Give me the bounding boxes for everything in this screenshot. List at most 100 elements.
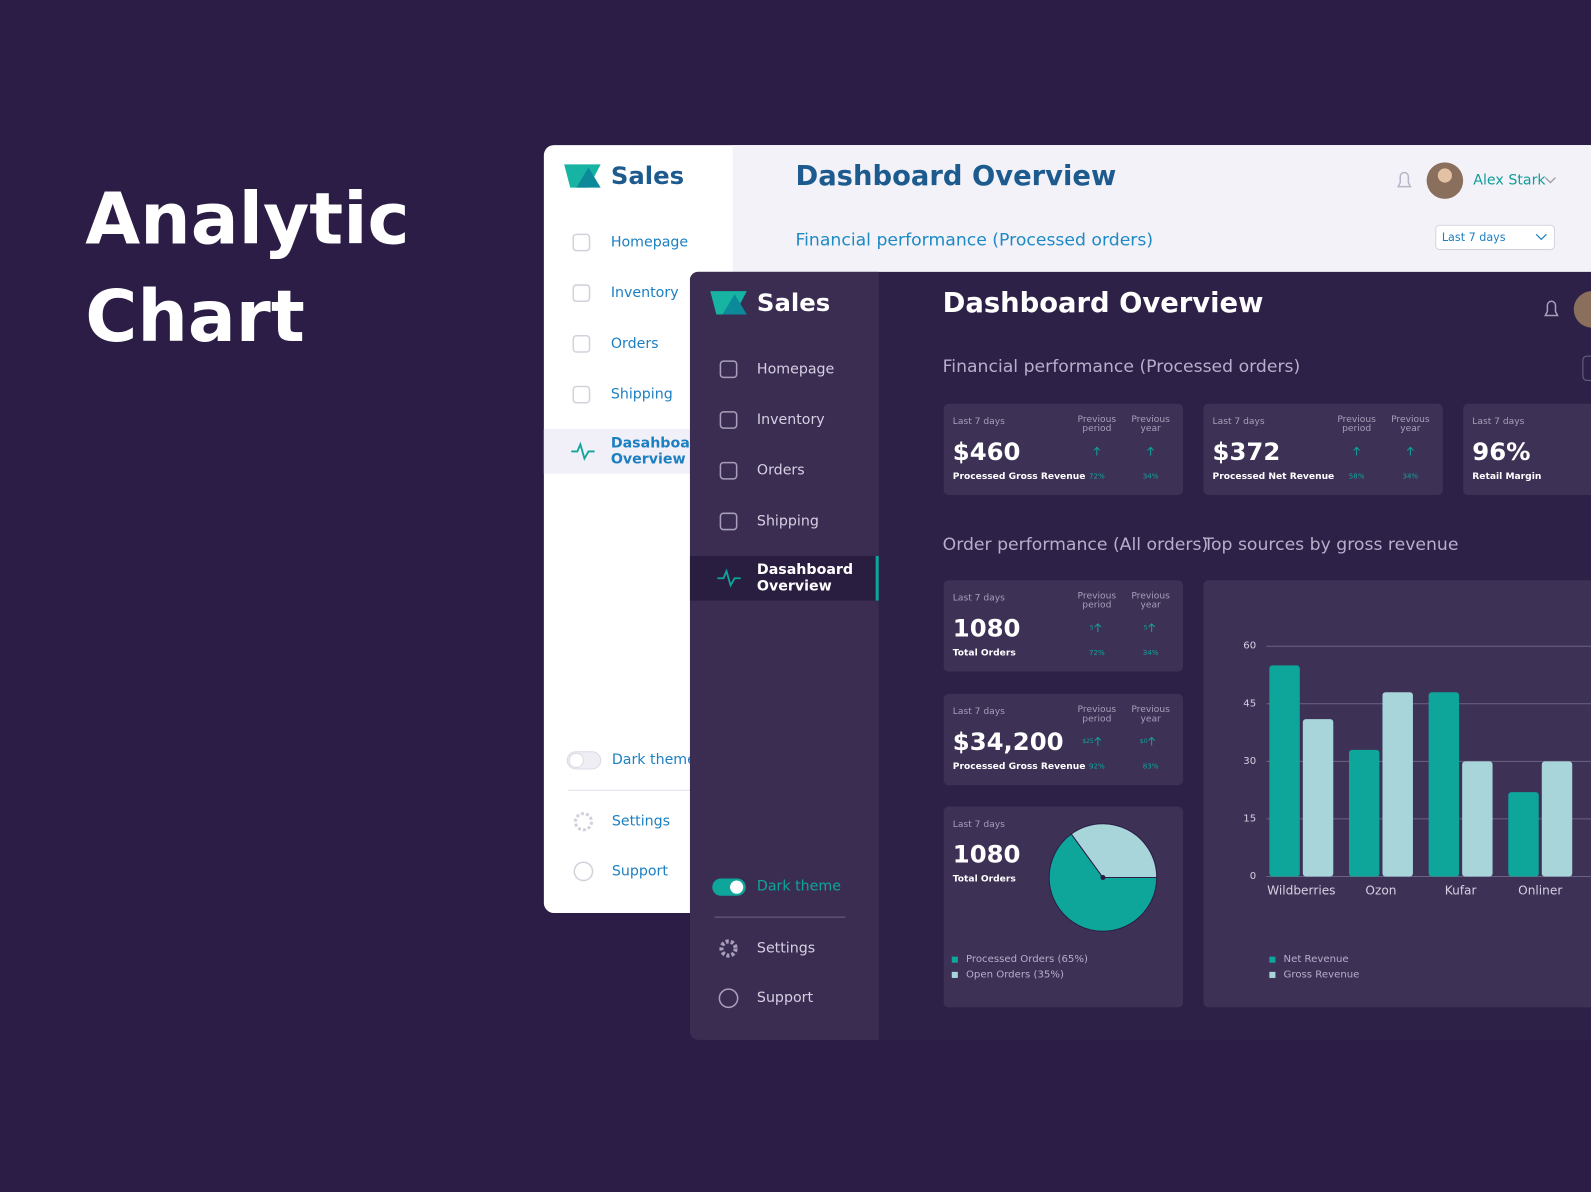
col-header: period: [1082, 424, 1111, 434]
support-icon: [718, 988, 739, 1009]
nav-icon: [719, 411, 738, 429]
card-label: Processed Gross Revenue: [953, 762, 1086, 772]
nav-active[interactable]: Overview: [611, 452, 686, 468]
kpi-card: [943, 580, 1184, 672]
bar: [1462, 761, 1493, 877]
brand: Sales: [611, 161, 684, 190]
card-label: Total Orders: [953, 875, 1016, 885]
nav-active[interactable]: Dasahboard: [611, 435, 707, 451]
change: 83%: [1143, 761, 1159, 770]
avatar-face: [1437, 168, 1452, 183]
delta: 5: [1144, 624, 1148, 631]
col-header: Previous: [1391, 415, 1430, 425]
card-period: Last 7 days: [953, 707, 1005, 717]
toggle-knob: [730, 880, 744, 894]
change: 72%: [1089, 471, 1105, 480]
col-header: Previous: [1131, 705, 1170, 715]
nav-icon: [572, 284, 591, 303]
y-tick-label: 60: [1243, 641, 1256, 652]
x-tick-label: Ozon: [1365, 884, 1396, 898]
card-label: Processed Gross Revenue: [953, 472, 1086, 482]
logo: [722, 294, 747, 315]
nav-item[interactable]: Homepage: [611, 234, 688, 250]
y-tick-label: 15: [1243, 813, 1256, 824]
kpi-card: [1463, 403, 1591, 496]
nav-active[interactable]: Dasahboard: [757, 562, 853, 578]
y-tick-label: 45: [1243, 698, 1256, 709]
nav-item[interactable]: Orders: [611, 336, 659, 352]
legend-label: Net Revenue: [1284, 954, 1349, 965]
card-value: 96%: [1472, 437, 1530, 466]
legend-swatch: [1269, 971, 1276, 978]
logo: [576, 167, 601, 188]
nav-icon: [717, 568, 741, 588]
card-label: Processed Net Revenue: [1213, 472, 1335, 482]
arrow-up: [1406, 446, 1414, 456]
kpi-card: [943, 693, 1184, 786]
user-name[interactable]: Alex Stark: [1473, 173, 1546, 189]
col-header: period: [1082, 714, 1111, 724]
section-title: Order performance (All orders): [943, 535, 1209, 555]
nav-item[interactable]: Inventory: [757, 412, 825, 428]
toggle-knob: [568, 752, 584, 768]
legend-label: Open Orders (35%): [966, 969, 1064, 980]
arrow-up: [1094, 623, 1102, 633]
headline: Chart: [85, 275, 305, 358]
subtitle: Financial performance (Processed orders): [796, 230, 1154, 250]
headline: Analytic: [85, 178, 409, 261]
card-period: Last 7 days: [953, 820, 1005, 830]
pie-slice: [1070, 823, 1158, 879]
nav-item[interactable]: Inventory: [611, 285, 679, 301]
card-value: $34,200: [953, 727, 1064, 756]
chevron: [1544, 177, 1556, 184]
bar: [1541, 761, 1573, 877]
settings[interactable]: Settings: [612, 814, 670, 830]
col-header: Previous: [1337, 415, 1376, 425]
support[interactable]: Support: [612, 863, 669, 879]
pie-slice: [1048, 833, 1158, 932]
nav-item[interactable]: Orders: [757, 463, 805, 479]
nav-active-bar: [875, 555, 879, 601]
change: 72%: [1089, 648, 1105, 657]
page-title: Dashboard Overview: [796, 161, 1117, 192]
change: 34%: [1143, 471, 1159, 480]
change: 92%: [1089, 761, 1105, 770]
support[interactable]: Support: [757, 990, 814, 1006]
nav-item[interactable]: Shipping: [757, 513, 819, 529]
legend-swatch: [951, 971, 958, 978]
col-header: year: [1140, 714, 1161, 724]
avatar[interactable]: [1573, 291, 1591, 328]
support-icon: [573, 861, 594, 882]
bar: [1302, 719, 1334, 877]
nav-icon: [719, 360, 738, 379]
delta: 5: [1090, 624, 1094, 631]
x-tick-label: Wildberries: [1267, 884, 1335, 898]
col-header: year: [1140, 601, 1161, 611]
bell-icon[interactable]: [1544, 300, 1559, 317]
card-value: 1080: [953, 613, 1021, 642]
bar: [1508, 792, 1539, 877]
nav-item[interactable]: Shipping: [611, 387, 673, 403]
nav-icon: [571, 441, 595, 461]
col-header: Previous: [1078, 415, 1117, 425]
change: 34%: [1402, 471, 1418, 480]
settings[interactable]: Settings: [757, 941, 815, 957]
settings-icon: [719, 939, 738, 958]
kpi-card: [1203, 403, 1443, 496]
change: 58%: [1349, 471, 1365, 480]
nav-item[interactable]: Homepage: [757, 361, 834, 377]
range-select[interactable]: [1582, 355, 1591, 381]
col-header: year: [1140, 424, 1161, 434]
arrow-up: [1148, 736, 1156, 746]
bell-icon[interactable]: [1396, 171, 1412, 188]
section-title: Top sources by gross revenue: [1202, 535, 1458, 555]
legend-swatch: [951, 956, 958, 963]
card-value: $460: [953, 437, 1021, 466]
nav-active[interactable]: Overview: [757, 578, 832, 594]
range-select[interactable]: [1435, 224, 1555, 251]
card-period: Last 7 days: [953, 594, 1005, 604]
page-title: Dashboard Overview: [943, 288, 1264, 319]
y-tick-label: 0: [1250, 871, 1256, 882]
brand: Sales: [757, 288, 830, 317]
